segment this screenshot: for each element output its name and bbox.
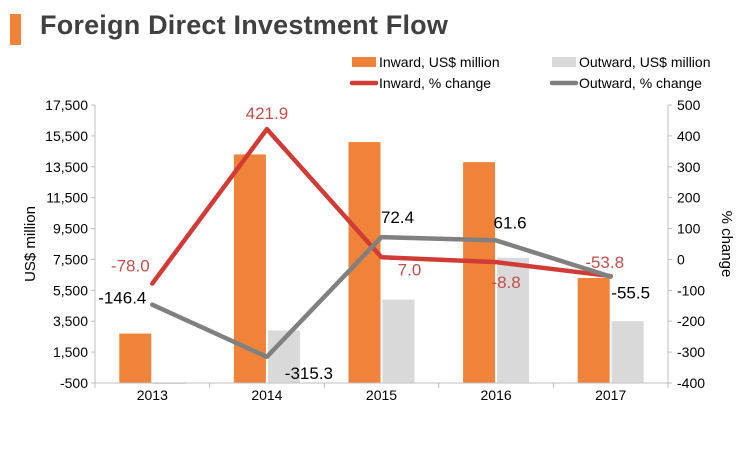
inward-change-label-2016: -8.8 xyxy=(491,273,520,292)
right-tick-label: -300 xyxy=(677,344,705,360)
inward-change-label-2015: 7.0 xyxy=(398,260,422,279)
right-tick-label: -100 xyxy=(677,282,705,298)
inward-change-label-2014: 421.9 xyxy=(246,104,289,123)
outward-change-label-2017: -55.5 xyxy=(611,284,650,303)
left-tick-label: 7,500 xyxy=(53,251,88,267)
inward-bar-2015 xyxy=(348,142,381,383)
outward-change-label-2014: -315.3 xyxy=(285,364,333,383)
x-tick-label: 2016 xyxy=(481,387,512,403)
outward-bar-2017 xyxy=(611,321,644,383)
inward-change-label-2013: -78.0 xyxy=(111,257,150,276)
legend-label-2: Inward, % change xyxy=(379,75,491,91)
right-tick-label: 400 xyxy=(677,128,701,144)
x-tick-label: 2014 xyxy=(251,387,282,403)
left-tick-label: 13,500 xyxy=(45,159,88,175)
legend-swatch-1 xyxy=(552,57,576,67)
inward-bar-2013 xyxy=(119,333,152,383)
legend-label-3: Outward, % change xyxy=(579,75,702,91)
right-tick-label: -200 xyxy=(677,313,705,329)
right-tick-label: 300 xyxy=(677,159,701,175)
outward-change-label-2016: 61.6 xyxy=(494,213,527,232)
x-tick-label: 2013 xyxy=(137,387,168,403)
outward-bar-2016 xyxy=(497,257,530,383)
left-tick-label: 3,500 xyxy=(53,313,88,329)
left-tick-label: 9,500 xyxy=(53,221,88,237)
right-tick-label: -400 xyxy=(677,375,705,391)
inward-change-label-2017: -53.8 xyxy=(585,253,624,272)
inward-change-line xyxy=(150,126,613,286)
right-tick-label: 100 xyxy=(677,221,701,237)
left-tick-label: 17,500 xyxy=(45,97,88,113)
legend-swatch-0 xyxy=(352,57,376,67)
y-axis-title: US$ million xyxy=(22,206,39,282)
y2-axis-title: % change xyxy=(718,211,735,278)
x-tick-label: 2015 xyxy=(366,387,397,403)
left-tick-label: 11,500 xyxy=(46,190,88,206)
right-tick-label: 500 xyxy=(677,97,701,113)
left-tick-label: -500 xyxy=(60,375,88,391)
chart-title: Foreign Direct Investment Flow xyxy=(40,10,449,40)
inward-bar-2016 xyxy=(463,162,496,383)
x-tick-label: 2017 xyxy=(595,387,626,403)
outward-change-label-2013: -146.4 xyxy=(98,289,146,308)
outward-change-label-2015: 72.4 xyxy=(381,208,414,227)
title-accent-bar xyxy=(10,14,21,45)
right-tick-label: 0 xyxy=(677,251,685,267)
inward-bar-2017 xyxy=(577,277,610,383)
outward-change-line xyxy=(150,234,613,360)
outward-bar-2015 xyxy=(382,299,415,383)
legend-label-1: Outward, US$ million xyxy=(579,54,711,70)
legend-label-0: Inward, US$ million xyxy=(379,54,500,70)
left-tick-label: 5,500 xyxy=(53,282,88,298)
right-tick-label: 200 xyxy=(677,190,701,206)
left-tick-label: 15,500 xyxy=(45,128,88,144)
left-tick-label: 1,500 xyxy=(53,344,88,360)
